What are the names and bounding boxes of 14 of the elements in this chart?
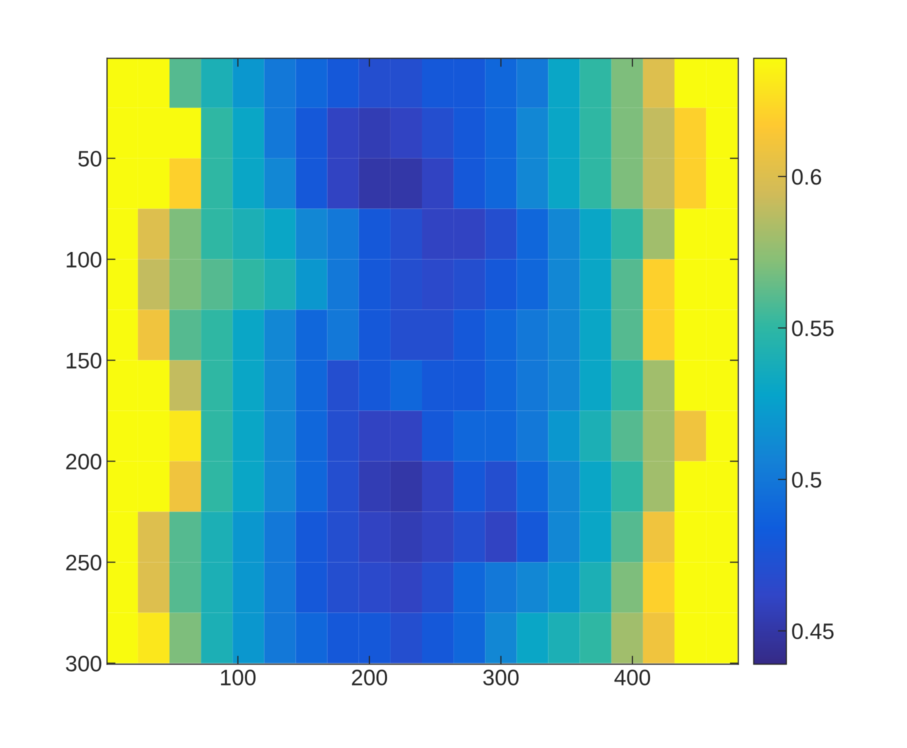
color-bar-label: 0.55 — [792, 320, 834, 336]
y-tick-label: 100 — [66, 252, 102, 268]
x-tick-label: 100 — [221, 670, 256, 686]
y-tick-label: 300 — [66, 656, 102, 672]
x-tick-label: 200 — [352, 670, 388, 686]
color-bar-label: 0.5 — [792, 472, 822, 488]
y-tick-label: 200 — [66, 454, 102, 470]
x-tick-label: 400 — [614, 670, 650, 686]
color-bar-label: 0.6 — [792, 169, 822, 185]
color-bar-label: 0.45 — [792, 623, 834, 640]
y-tick-label: 150 — [66, 352, 102, 369]
x-tick-label: 300 — [483, 670, 519, 686]
y-tick-label: 250 — [66, 554, 102, 571]
y-tick-label: 50 — [78, 150, 102, 167]
